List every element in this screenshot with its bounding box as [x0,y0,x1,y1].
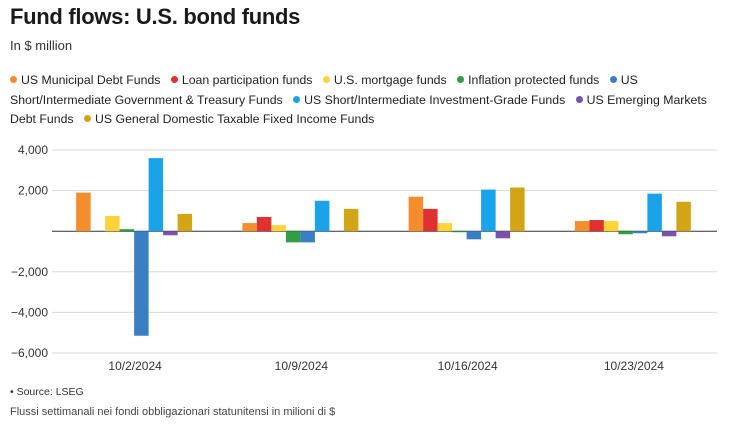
bar [676,201,691,232]
bar [105,215,120,232]
bar [343,208,359,232]
legend-swatch [10,76,17,83]
y-tick-label: −2,000 [11,265,48,279]
legend-swatch [84,115,91,122]
x-tick-label: 10/9/2024 [275,359,329,373]
legend-item: US Emerging Markets Debt Funds [10,93,707,127]
legend: US Municipal Debt Funds Loan participati… [10,71,720,130]
bar [271,225,286,232]
legend-swatch [293,95,301,103]
y-tick-label: −4,000 [11,305,48,319]
bar [119,229,135,232]
legend-label: Inflation protected funds [468,73,600,87]
bar [574,221,590,232]
bar-chart: 4,000 2,000 −2,000 −4,000 −6,000 10/2/2024 10/… [11,143,717,373]
bar [661,231,677,237]
bar [300,231,315,243]
legend-swatch [609,76,617,83]
legend-item: US General Domestic Taxable Fixed Income… [84,112,381,126]
legend-item: Inflation protected funds [457,73,606,87]
bar [510,187,525,232]
legend-label: US Emerging Markets Debt Funds [10,92,707,127]
legend-label: US Municipal Debt Funds [21,73,161,87]
legend-swatch [322,76,330,83]
bar [466,231,482,240]
legend-label: US Short/Intermediate Government & Treas… [10,73,638,107]
bar [437,223,453,232]
legend-item: U.S. mortgage funds [322,73,454,87]
legend-label: U.S. mortgage funds [333,73,447,87]
x-tick-label: 10/2/2024 [108,359,162,373]
bar [481,189,496,232]
y-tick-label: 4,000 [18,143,48,157]
bar [285,231,301,243]
x-tick-label: 10/16/2024 [438,359,498,373]
bar [314,200,330,232]
legend-label: US General Domestic Taxable Fixed Income… [95,112,375,126]
source-note: • Source: LSEG [10,386,84,398]
legend-item: Loan participation funds [170,73,320,87]
bar [408,196,424,232]
y-tick-label: −6,000 [11,346,48,360]
bar [76,192,91,232]
bar [647,193,662,232]
bar [632,231,648,234]
bar [163,231,178,236]
bar [242,223,257,232]
legend-label: Loan participation funds [181,73,313,87]
bar [589,220,604,232]
bar [495,231,511,239]
footnote: Flussi settimanali nei fondi obbligazion… [10,406,336,418]
chart-title: Fund flows: U.S. bond funds [10,4,301,29]
bar [177,213,193,232]
legend-label: US Short/Intermediate Investment-Grade F… [304,92,566,107]
bar [134,231,149,336]
legend-swatch [170,76,178,83]
legend-item: US Municipal Debt Funds [10,73,167,87]
bar [452,231,467,233]
legend-swatch [457,76,465,83]
bar [603,221,619,232]
chart-subtitle: In $ million [10,38,73,53]
bar [148,158,164,232]
y-tick-label: 2,000 [18,184,48,198]
legend-swatch [575,95,583,103]
bar [618,231,633,235]
bar [256,216,272,232]
bar [423,208,438,232]
legend-item: US Short/Intermediate Investment-Grade F… [293,93,572,107]
x-tick-label: 10/23/2024 [604,359,664,373]
legend-item: US Short/Intermediate Government & Treas… [10,73,638,107]
